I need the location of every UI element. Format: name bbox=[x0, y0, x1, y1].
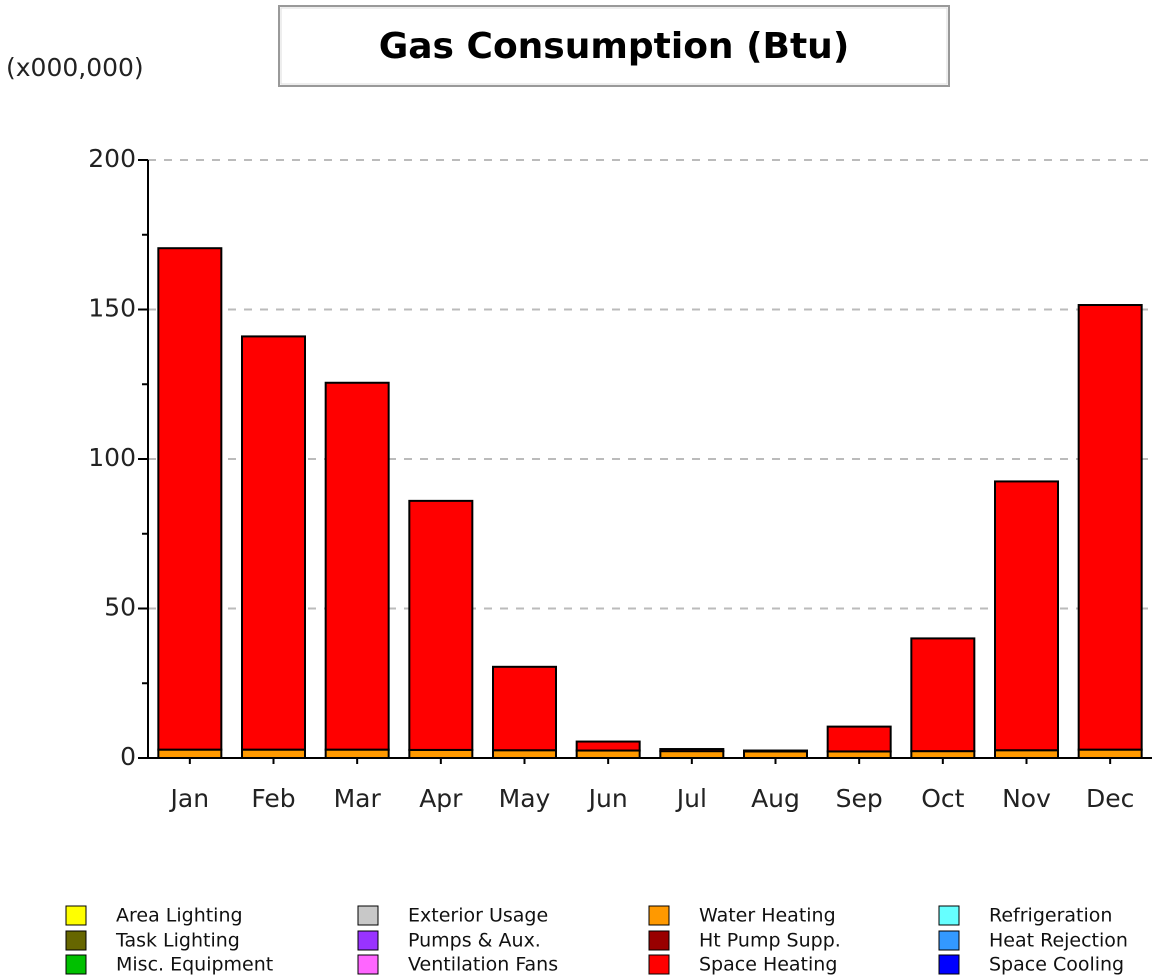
chart-title: Gas Consumption (Btu) bbox=[379, 26, 850, 67]
x-tick-label: Sep bbox=[836, 784, 883, 813]
legend-swatch bbox=[648, 930, 670, 951]
legend-label: Ventilation Fans bbox=[408, 954, 558, 976]
bar-segment bbox=[157, 247, 223, 751]
bar-segment bbox=[492, 665, 557, 752]
unit-label: (x000,000) bbox=[6, 53, 144, 82]
bar-segment bbox=[910, 637, 976, 753]
y-tick-label: 100 bbox=[88, 443, 136, 472]
bar-segment bbox=[994, 749, 1059, 760]
bar-segment bbox=[492, 749, 557, 760]
title-box-inner bbox=[280, 7, 948, 85]
bar-segment bbox=[743, 749, 808, 753]
y-tick-label: 200 bbox=[88, 144, 136, 173]
legend-swatch bbox=[648, 954, 670, 975]
title-box bbox=[278, 5, 950, 87]
x-tick-label: Jul bbox=[675, 784, 707, 813]
legend-label: Misc. Equipment bbox=[116, 954, 273, 976]
x-tick-label: Apr bbox=[419, 784, 463, 813]
legend-label: Heat Rejection bbox=[989, 930, 1128, 952]
bar-segment bbox=[659, 750, 725, 759]
legend-swatch bbox=[65, 930, 87, 951]
x-tick-label: Aug bbox=[751, 784, 800, 813]
bar-segment bbox=[994, 480, 1059, 752]
y-tick-label: 0 bbox=[120, 742, 136, 771]
x-tick-label: May bbox=[499, 784, 551, 813]
x-tick-label: Feb bbox=[251, 784, 295, 813]
y-tick-label: 150 bbox=[88, 294, 136, 323]
bar-segment bbox=[408, 748, 474, 760]
y-tick-label: 50 bbox=[104, 593, 136, 622]
legend-swatch bbox=[938, 954, 960, 975]
bar-segment bbox=[241, 748, 306, 759]
legend-label: Space Cooling bbox=[989, 954, 1124, 976]
bar-segment bbox=[575, 749, 641, 760]
legend-label: Task Lighting bbox=[115, 930, 240, 952]
legend-swatch bbox=[357, 954, 379, 975]
bar-segment bbox=[575, 740, 641, 752]
bar-segment bbox=[910, 750, 976, 759]
bar-segment bbox=[1077, 304, 1143, 751]
legend-label: Water Heating bbox=[699, 905, 836, 927]
legend-swatch bbox=[357, 930, 379, 951]
x-tick-label: Dec bbox=[1086, 784, 1134, 813]
legend-swatch bbox=[65, 905, 87, 926]
bar-segment bbox=[659, 748, 725, 753]
legend-swatch bbox=[938, 905, 960, 926]
bar-segment bbox=[324, 748, 390, 759]
bar-segment bbox=[157, 748, 223, 759]
legend-label: Refrigeration bbox=[989, 905, 1112, 927]
bar-segment bbox=[408, 499, 474, 751]
x-tick-label: Nov bbox=[1002, 784, 1051, 813]
bar-segment bbox=[241, 335, 306, 751]
x-tick-label: Oct bbox=[921, 784, 964, 813]
legend-swatch bbox=[938, 930, 960, 951]
legend-swatch bbox=[648, 905, 670, 926]
legend-swatch bbox=[357, 905, 379, 926]
legend-label: Space Heating bbox=[699, 954, 837, 976]
bar-segment bbox=[1077, 748, 1143, 759]
legend-label: Pumps & Aux. bbox=[408, 930, 541, 952]
bar-segment bbox=[826, 725, 892, 753]
legend-label: Ht Pump Supp. bbox=[699, 930, 841, 952]
legend-swatch bbox=[65, 954, 87, 975]
legend-label: Exterior Usage bbox=[408, 905, 548, 927]
legend-label: Area Lighting bbox=[116, 905, 243, 927]
x-tick-label: Mar bbox=[334, 784, 382, 813]
x-tick-label: Jan bbox=[169, 784, 210, 813]
x-tick-label: Jun bbox=[587, 784, 628, 813]
bar-segment bbox=[324, 381, 390, 751]
